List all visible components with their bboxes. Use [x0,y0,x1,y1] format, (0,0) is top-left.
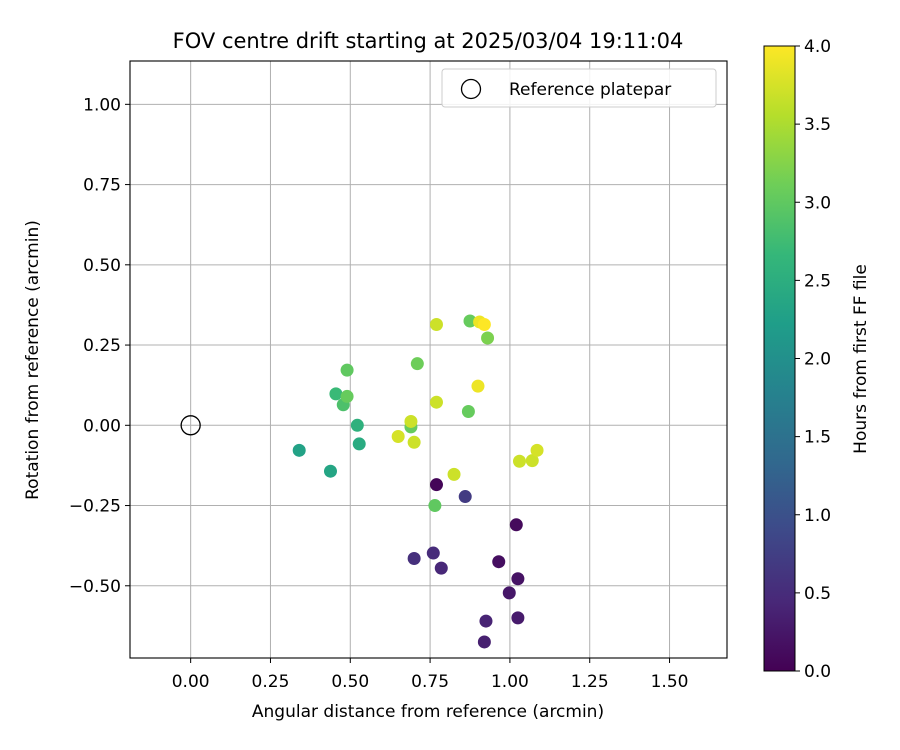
data-point [512,454,526,468]
legend-entry-reference: Reference platepar [509,80,671,100]
data-point [426,546,440,560]
data-point [477,318,491,332]
data-point [340,363,354,377]
y-tick-label: 0.00 [83,416,121,436]
colorbar-tick-label: 0.0 [804,662,831,682]
colorbar-tick-label: 4.0 [804,37,831,57]
data-point [463,314,477,328]
y-axis-ticks: −0.50 −0.25 0.00 0.25 0.50 0.75 1.00 [69,95,130,597]
data-point [329,387,343,401]
data-point [481,331,495,345]
colorbar-ticks: 0.0 0.5 1.0 1.5 2.0 2.5 3.0 3.5 4.0 [795,37,831,682]
data-point [429,318,443,332]
legend: Reference platepar [441,68,717,108]
colorbar-tick-label: 1.5 [804,428,831,448]
x-tick-label: 0.00 [172,672,210,692]
data-point [509,518,523,532]
data-point [404,414,418,428]
data-point [511,572,525,586]
data-point [492,555,506,569]
data-point [429,478,443,492]
plot-frame [129,60,728,659]
y-tick-label: −0.25 [69,497,121,517]
x-tick-label: 0.50 [331,672,369,692]
data-point [323,464,337,478]
data-point [352,437,366,451]
legend-marker-icon [460,78,482,100]
reference-platepar-marker [180,415,201,436]
x-tick-label: 1.25 [571,672,609,692]
colorbar: 0.0 0.5 1.0 1.5 2.0 2.5 3.0 3.5 4.0 Hours from f… [763,37,871,682]
data-point [350,418,364,432]
data-point [428,499,442,513]
data-points [292,314,544,649]
x-tick-label: 0.75 [411,672,449,692]
data-point [511,611,525,625]
data-point [410,357,424,371]
y-tick-label: 1.00 [83,95,121,115]
colorbar-tick-label: 0.5 [804,584,831,604]
data-point [340,389,354,403]
x-axis-label: Angular distance from reference (arcmin) [252,702,604,722]
data-point [479,614,493,628]
data-point [407,552,421,565]
data-point [502,586,516,600]
data-point [429,395,443,409]
data-point [525,454,539,468]
chart-title: FOV centre drift starting at 2025/03/04 … [173,29,684,53]
data-point [471,379,485,393]
colorbar-tick-label: 2.0 [804,350,831,370]
colorbar-tick-label: 3.0 [804,193,831,213]
x-tick-label: 1.50 [651,672,689,692]
data-point [391,430,405,444]
colorbar-tick-label: 1.0 [804,506,831,526]
x-tick-label: 0.25 [252,672,290,692]
colorbar-tick-label: 3.5 [804,115,831,135]
colorbar-label: Hours from first FF file [851,264,871,454]
data-point [477,635,491,649]
x-tick-label: 1.00 [491,672,529,692]
legend-box [441,68,717,108]
y-tick-label: 0.50 [83,256,121,276]
data-point [458,490,472,504]
data-point [447,467,461,481]
y-tick-label: 0.75 [83,176,121,196]
y-tick-label: 0.25 [83,336,121,356]
y-tick-label: −0.50 [69,577,121,597]
data-point [407,435,421,449]
x-axis-ticks: 0.00 0.25 0.50 0.75 1.00 1.25 1.50 [172,658,689,692]
data-point [434,561,448,575]
grid-lines [130,61,727,658]
data-point [530,443,544,457]
data-point [461,404,475,418]
data-point [292,443,306,457]
colorbar-tick-label: 2.5 [804,271,831,291]
colorbar-gradient [763,45,796,672]
y-axis-label: Rotation from reference (arcmin) [23,220,43,500]
